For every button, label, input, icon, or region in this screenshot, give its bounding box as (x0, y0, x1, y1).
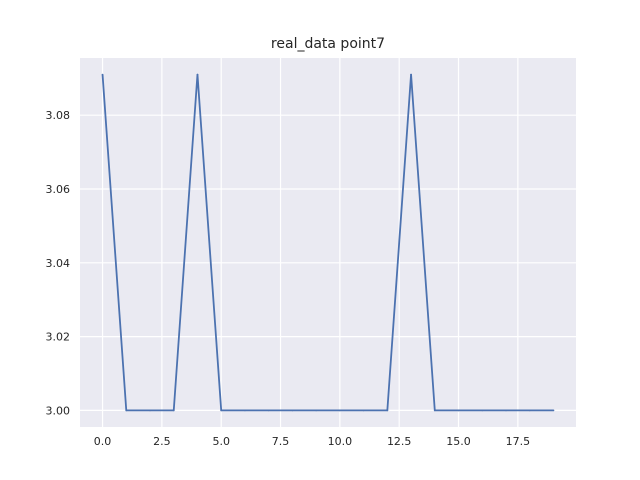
data-point (528, 409, 531, 412)
x-axis-ticks: 0.0 2.5 5.0 7.5 10.0 12.5 15.0 17.5 (94, 435, 530, 448)
data-point (552, 409, 555, 412)
data-point (267, 409, 270, 412)
data-point (433, 409, 436, 412)
data-point (338, 409, 341, 412)
plot-area (80, 58, 576, 427)
series-lines (101, 73, 555, 412)
data-point (386, 409, 389, 412)
data-point (481, 409, 484, 412)
x-tick-label: 10.0 (328, 435, 353, 448)
x-tick-label: 15.0 (446, 435, 471, 448)
y-tick-label: 3.02 (46, 331, 71, 344)
x-tick-label: 2.5 (153, 435, 171, 448)
series-line (101, 73, 554, 412)
data-point (125, 409, 128, 412)
x-tick-label: 5.0 (212, 435, 230, 448)
y-tick-label: 3.04 (46, 257, 71, 270)
x-tick-label: 7.5 (272, 435, 290, 448)
data-point (101, 73, 104, 76)
data-point (196, 73, 199, 76)
y-axis-ticks: 3.00 3.02 3.04 3.06 3.08 (46, 109, 71, 417)
data-point (291, 409, 294, 412)
chart-title: real_data point7 (271, 36, 385, 52)
y-tick-label: 3.06 (46, 183, 71, 196)
data-point (315, 409, 318, 412)
data-point (149, 409, 151, 412)
data-point (362, 409, 365, 412)
data-point (172, 409, 175, 412)
y-tick-label: 3.08 (46, 109, 71, 122)
data-point (220, 409, 223, 412)
x-tick-label: 12.5 (387, 435, 412, 448)
y-tick-label: 3.00 (46, 404, 71, 417)
data-point (410, 73, 412, 76)
data-point (244, 409, 246, 412)
x-tick-label: 0.0 (94, 435, 112, 448)
x-tick-label: 17.5 (506, 435, 531, 448)
data-point (457, 409, 460, 412)
data-point (505, 409, 507, 412)
